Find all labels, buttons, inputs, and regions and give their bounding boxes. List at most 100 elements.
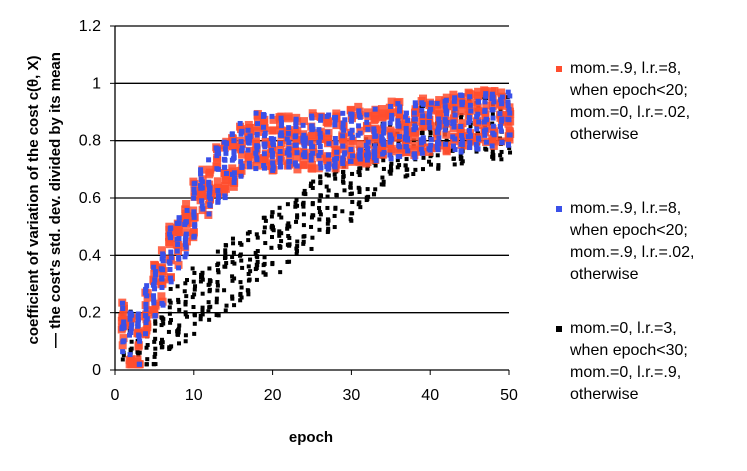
data-point — [379, 182, 384, 187]
data-point — [378, 113, 387, 122]
data-point — [402, 136, 408, 142]
data-point — [191, 305, 196, 310]
data-point — [293, 142, 299, 148]
data-point — [381, 141, 387, 147]
legend-label: mom.=0, l.r.=.9, — [570, 364, 682, 381]
data-point — [473, 103, 482, 112]
data-point — [293, 133, 299, 139]
data-point — [270, 150, 276, 156]
data-point — [168, 320, 173, 325]
data-point — [128, 330, 134, 336]
data-point — [507, 93, 513, 99]
data-point — [411, 152, 417, 158]
data-point — [435, 153, 440, 158]
data-point — [198, 185, 204, 191]
data-point — [452, 95, 458, 101]
data-point — [380, 130, 386, 136]
data-point — [475, 146, 481, 152]
data-point — [191, 195, 197, 201]
data-point — [152, 269, 158, 275]
data-point — [261, 263, 266, 268]
data-point — [363, 134, 372, 143]
data-point — [387, 128, 396, 137]
data-point — [278, 245, 283, 250]
data-point — [302, 154, 308, 160]
data-point — [300, 117, 309, 126]
data-point — [223, 264, 228, 269]
data-point — [436, 116, 442, 122]
data-point — [159, 275, 165, 281]
data-point — [396, 123, 402, 129]
data-point — [362, 159, 371, 168]
data-point — [428, 154, 433, 159]
data-point — [278, 123, 284, 129]
data-point — [373, 187, 378, 192]
data-point — [263, 241, 268, 246]
data-point — [215, 166, 221, 172]
data-point — [270, 160, 276, 166]
data-point — [174, 248, 180, 254]
data-point — [388, 137, 394, 143]
data-point — [215, 146, 221, 152]
data-point — [444, 111, 450, 117]
data-point — [483, 91, 489, 97]
data-point — [198, 275, 203, 280]
data-point — [215, 268, 220, 273]
data-point — [395, 110, 404, 119]
data-point — [326, 188, 331, 193]
data-point — [489, 91, 495, 97]
legend-label: mom.=.9, l.r.=8, — [570, 200, 682, 217]
data-point — [435, 109, 444, 118]
data-point — [506, 142, 512, 148]
data-point — [143, 320, 149, 326]
data-point — [301, 239, 306, 244]
legend-label: otherwise — [570, 126, 639, 143]
data-point — [356, 108, 362, 114]
data-point — [381, 179, 386, 184]
data-point — [365, 139, 371, 145]
data-point — [254, 132, 260, 138]
data-point — [428, 136, 434, 142]
data-point — [357, 147, 363, 153]
data-point — [434, 129, 440, 135]
data-point — [152, 312, 158, 318]
data-point — [340, 143, 346, 149]
data-point — [482, 132, 488, 138]
data-point — [213, 177, 222, 186]
data-point — [119, 301, 128, 310]
data-point — [395, 154, 401, 160]
data-point — [262, 144, 268, 150]
data-point — [507, 146, 512, 151]
data-point — [301, 132, 307, 138]
data-point — [215, 187, 221, 193]
data-point — [451, 156, 456, 161]
data-point — [269, 245, 274, 250]
data-point — [191, 214, 197, 220]
data-point — [428, 131, 433, 136]
data-point — [208, 196, 214, 202]
data-point — [371, 109, 380, 118]
data-point — [192, 331, 197, 336]
data-point — [284, 150, 290, 156]
data-point — [350, 153, 356, 159]
data-point — [222, 256, 227, 261]
data-point — [214, 300, 219, 305]
data-point — [197, 190, 206, 199]
y-tick-label: 0.4 — [79, 247, 101, 264]
data-point — [167, 234, 173, 240]
data-point — [128, 311, 134, 317]
data-point — [428, 100, 434, 106]
data-point — [405, 117, 411, 123]
data-point — [381, 166, 386, 171]
data-point — [420, 113, 426, 119]
data-point — [223, 243, 228, 248]
y-tick-label: 0.8 — [79, 133, 101, 150]
data-point — [507, 110, 513, 116]
data-point — [350, 171, 355, 176]
data-point — [223, 150, 229, 156]
data-point — [157, 246, 166, 255]
data-point — [436, 163, 441, 168]
data-point — [295, 244, 300, 249]
data-point — [490, 121, 495, 126]
data-point — [302, 150, 308, 156]
